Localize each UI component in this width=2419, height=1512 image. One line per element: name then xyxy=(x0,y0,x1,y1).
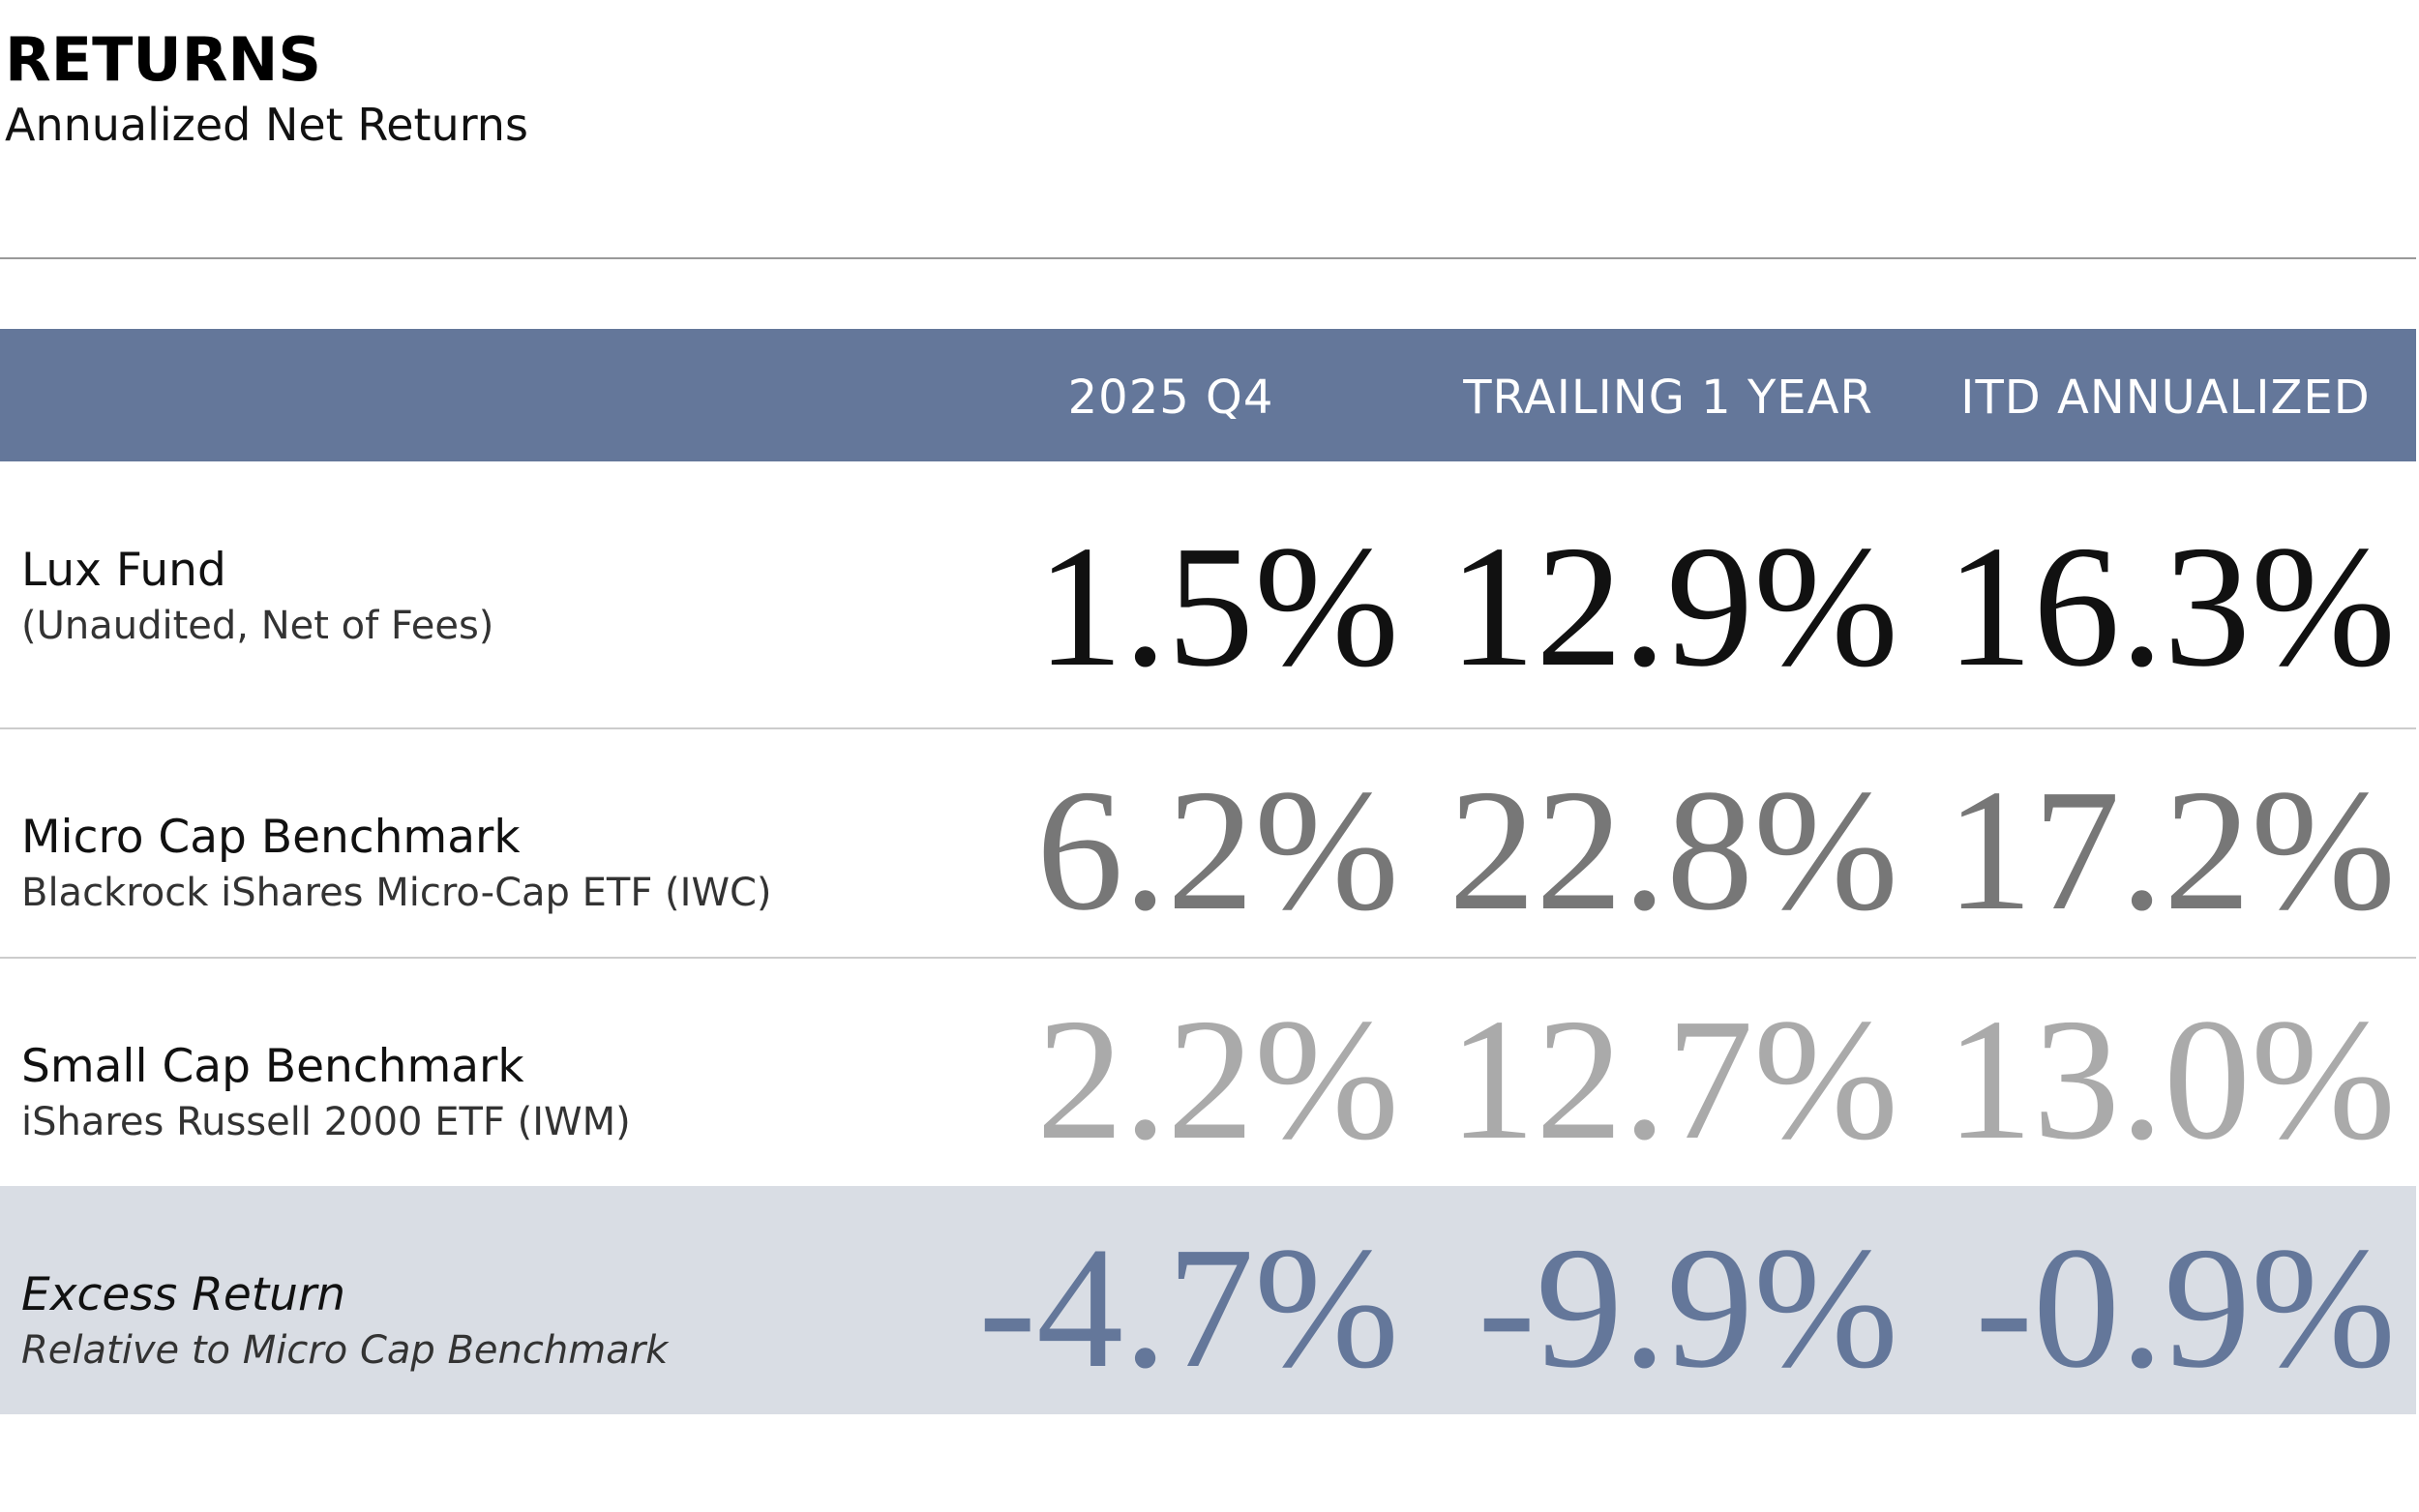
row-sublabel: (Unaudited, Net of Fees) xyxy=(21,604,493,648)
return-value: 2.2% xyxy=(1036,983,1399,1175)
column-header: 2025 Q4 xyxy=(1068,371,1274,425)
return-value: 12.7% xyxy=(1448,983,1898,1175)
column-header: ITD ANNUALIZED xyxy=(1960,371,2370,425)
return-value: 1.5% xyxy=(1036,510,1399,702)
return-value: 12.9% xyxy=(1448,510,1898,702)
highlight-row xyxy=(0,1186,2416,1414)
row-sublabel: iShares Russell 2000 ETF (IWM) xyxy=(21,1100,631,1144)
column-header: TRAILING 1 YEAR xyxy=(1462,371,1873,425)
header-band xyxy=(0,329,2416,461)
return-value: -0.9% xyxy=(1975,1211,2396,1404)
return-value: 13.0% xyxy=(1946,983,2396,1175)
row-label: Micro Cap Benchmark xyxy=(21,811,521,864)
row-label: Lux Fund xyxy=(21,544,226,597)
subtitle: Annualized Net Returns xyxy=(5,99,528,151)
return-value: 16.3% xyxy=(1946,510,2396,702)
return-value: -4.7% xyxy=(978,1211,1399,1404)
row-sublabel: Relative to Micro Cap Benchmark xyxy=(21,1328,670,1373)
return-value: 22.8% xyxy=(1448,754,1898,946)
row-label: Excess Return xyxy=(21,1268,345,1321)
row-sublabel: Blackrock iShares Micro-Cap ETF (IWC) xyxy=(21,871,772,915)
title: RETURNS xyxy=(5,24,321,95)
return-value: 6.2% xyxy=(1036,754,1399,946)
return-value: -9.9% xyxy=(1478,1211,1898,1404)
table: 2025 Q4 TRAILING 1 YEAR ITD ANNUALIZED Lux … xyxy=(21,371,2396,1404)
return-value: 17.2% xyxy=(1946,754,2396,946)
row-label: Small Cap Benchmark xyxy=(21,1040,524,1093)
